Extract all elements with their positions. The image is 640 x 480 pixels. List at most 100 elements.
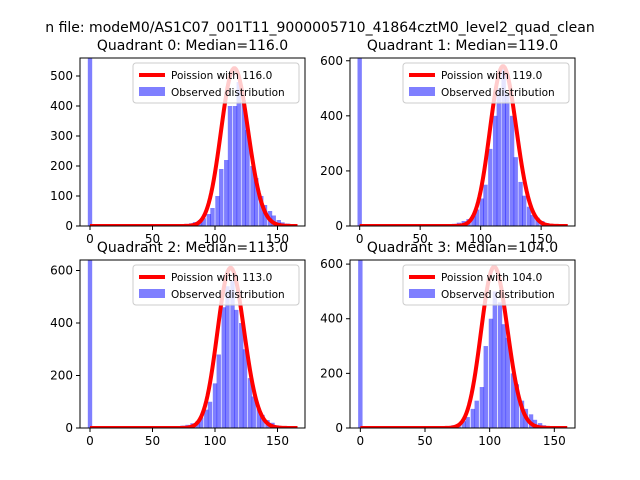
- histogram-bar: [245, 130, 250, 226]
- x-tick-label: 0: [356, 232, 364, 246]
- histogram-bar: [87, 260, 93, 428]
- plot-area: [87, 58, 299, 226]
- histogram-bar: [234, 309, 239, 428]
- histogram-bar: [210, 208, 215, 226]
- histogram-bar: [87, 58, 93, 226]
- histogram-bar: [358, 260, 363, 428]
- x-tick-label: 50: [145, 232, 160, 246]
- y-tick-label: 400: [50, 316, 73, 330]
- axes-frame: [349, 57, 576, 227]
- legend: Poission with 104.0 Observed distribution: [402, 264, 570, 306]
- histogram-bar: [225, 286, 230, 428]
- y-tick-label: 300: [50, 129, 73, 143]
- plot-area: [357, 58, 569, 226]
- figure-suptitle: n file: modeM0/AS1C07_001T11_9000005710_…: [45, 20, 594, 36]
- legend-hist-swatch: [139, 87, 165, 96]
- legend-line-label: Poission with 116.0: [171, 70, 272, 82]
- x-tick-label: 100: [204, 434, 227, 448]
- histogram-bar: [501, 324, 507, 428]
- y-tick-label: 0: [335, 219, 343, 233]
- histogram-bar: [483, 184, 488, 226]
- y-tick-label: 500: [50, 69, 73, 83]
- chart-panel-0: 0 50 100 150 0 100 200 300 400 500 Quadrant 0: Med…: [50, 38, 306, 246]
- x-tick-label: 0: [86, 434, 94, 448]
- legend-hist-swatch: [409, 289, 435, 298]
- histogram-bar: [236, 82, 241, 226]
- histogram-bar: [492, 291, 498, 428]
- histogram-bar: [260, 414, 265, 428]
- histogram-bar: [501, 69, 506, 226]
- histogram-bar: [215, 196, 220, 226]
- legend: Poission with 119.0 Observed distribution: [402, 62, 570, 104]
- histogram-bar: [242, 349, 248, 428]
- histogram-bar: [216, 354, 221, 428]
- histogram-bar: [199, 417, 204, 428]
- y-tick-label: 600: [320, 257, 343, 271]
- histogram-bar: [239, 323, 244, 428]
- poisson-line: [359, 264, 568, 428]
- histogram-bar: [474, 209, 480, 226]
- legend-box: [132, 62, 300, 104]
- legend-line-label: Poission with 104.0: [441, 272, 542, 284]
- histogram-bar: [496, 88, 501, 226]
- histogram-bar: [510, 373, 516, 428]
- y-tick-label: 400: [320, 109, 343, 123]
- histogram-bar: [513, 157, 518, 226]
- histogram-bar: [519, 400, 525, 428]
- chart-panel-2: 0 50 100 150 0 200 400 600 Quadrant 2: Median=11…: [50, 240, 306, 448]
- chart-panel-1: 0 50 100 150 0 200 400 600 Quadrant 1: Median=11…: [320, 38, 576, 246]
- histogram-bar: [357, 58, 362, 226]
- histogram-bar: [492, 115, 498, 226]
- histogram-bar: [259, 196, 264, 226]
- y-tick-label: 0: [65, 421, 73, 435]
- legend-hist-label: Observed distribution: [171, 87, 285, 99]
- histogram-bar: [206, 214, 211, 226]
- histogram-bar: [465, 417, 470, 428]
- histogram-bar: [514, 384, 520, 428]
- poisson-line: [358, 64, 569, 226]
- y-tick-label: 200: [50, 159, 73, 173]
- poisson-line: [89, 66, 299, 226]
- histogram-bar: [470, 408, 476, 428]
- histogram-bar: [526, 206, 532, 226]
- histogram-bar: [250, 166, 255, 226]
- histogram-bar: [488, 148, 493, 226]
- legend-box: [132, 264, 300, 306]
- legend-box: [402, 62, 570, 104]
- legend: Poission with 116.0 Observed distribution: [132, 62, 300, 104]
- legend-hist-swatch: [409, 87, 435, 96]
- histogram-bar: [251, 396, 256, 428]
- histogram-bar: [479, 387, 485, 428]
- chart-title: Quadrant 3: Median=104.0: [367, 240, 558, 256]
- y-tick-label: 400: [320, 312, 343, 326]
- y-tick-label: 600: [320, 54, 343, 68]
- x-tick-label: 150: [266, 232, 289, 246]
- histogram-bar: [497, 302, 503, 428]
- plot-area: [87, 260, 299, 428]
- histogram-bar: [207, 401, 213, 428]
- x-tick-label: 150: [543, 434, 566, 448]
- histogram-bar: [247, 378, 253, 428]
- legend: Poission with 113.0 Observed distribution: [132, 264, 300, 306]
- y-tick-label: 0: [65, 219, 73, 233]
- x-tick-label: 50: [417, 434, 432, 448]
- histogram-bar: [232, 106, 238, 226]
- histogram-bar: [201, 218, 206, 226]
- legend-line-label: Poission with 113.0: [171, 272, 272, 284]
- histogram-bar: [221, 307, 226, 428]
- x-tick-label: 100: [469, 232, 492, 246]
- legend-hist-label: Observed distribution: [441, 289, 555, 301]
- y-tick-label: 600: [50, 264, 73, 278]
- histogram-bar: [204, 409, 209, 428]
- x-tick-label: 150: [266, 434, 289, 448]
- y-tick-label: 200: [320, 164, 343, 178]
- x-tick-label: 0: [357, 434, 365, 448]
- histogram-bar: [219, 169, 224, 226]
- histogram-bar: [241, 100, 246, 226]
- axes-frame: [79, 259, 306, 429]
- x-tick-label: 50: [145, 434, 160, 448]
- y-tick-label: 200: [50, 369, 73, 383]
- plot-area: [358, 260, 568, 428]
- histogram-bar: [505, 337, 510, 428]
